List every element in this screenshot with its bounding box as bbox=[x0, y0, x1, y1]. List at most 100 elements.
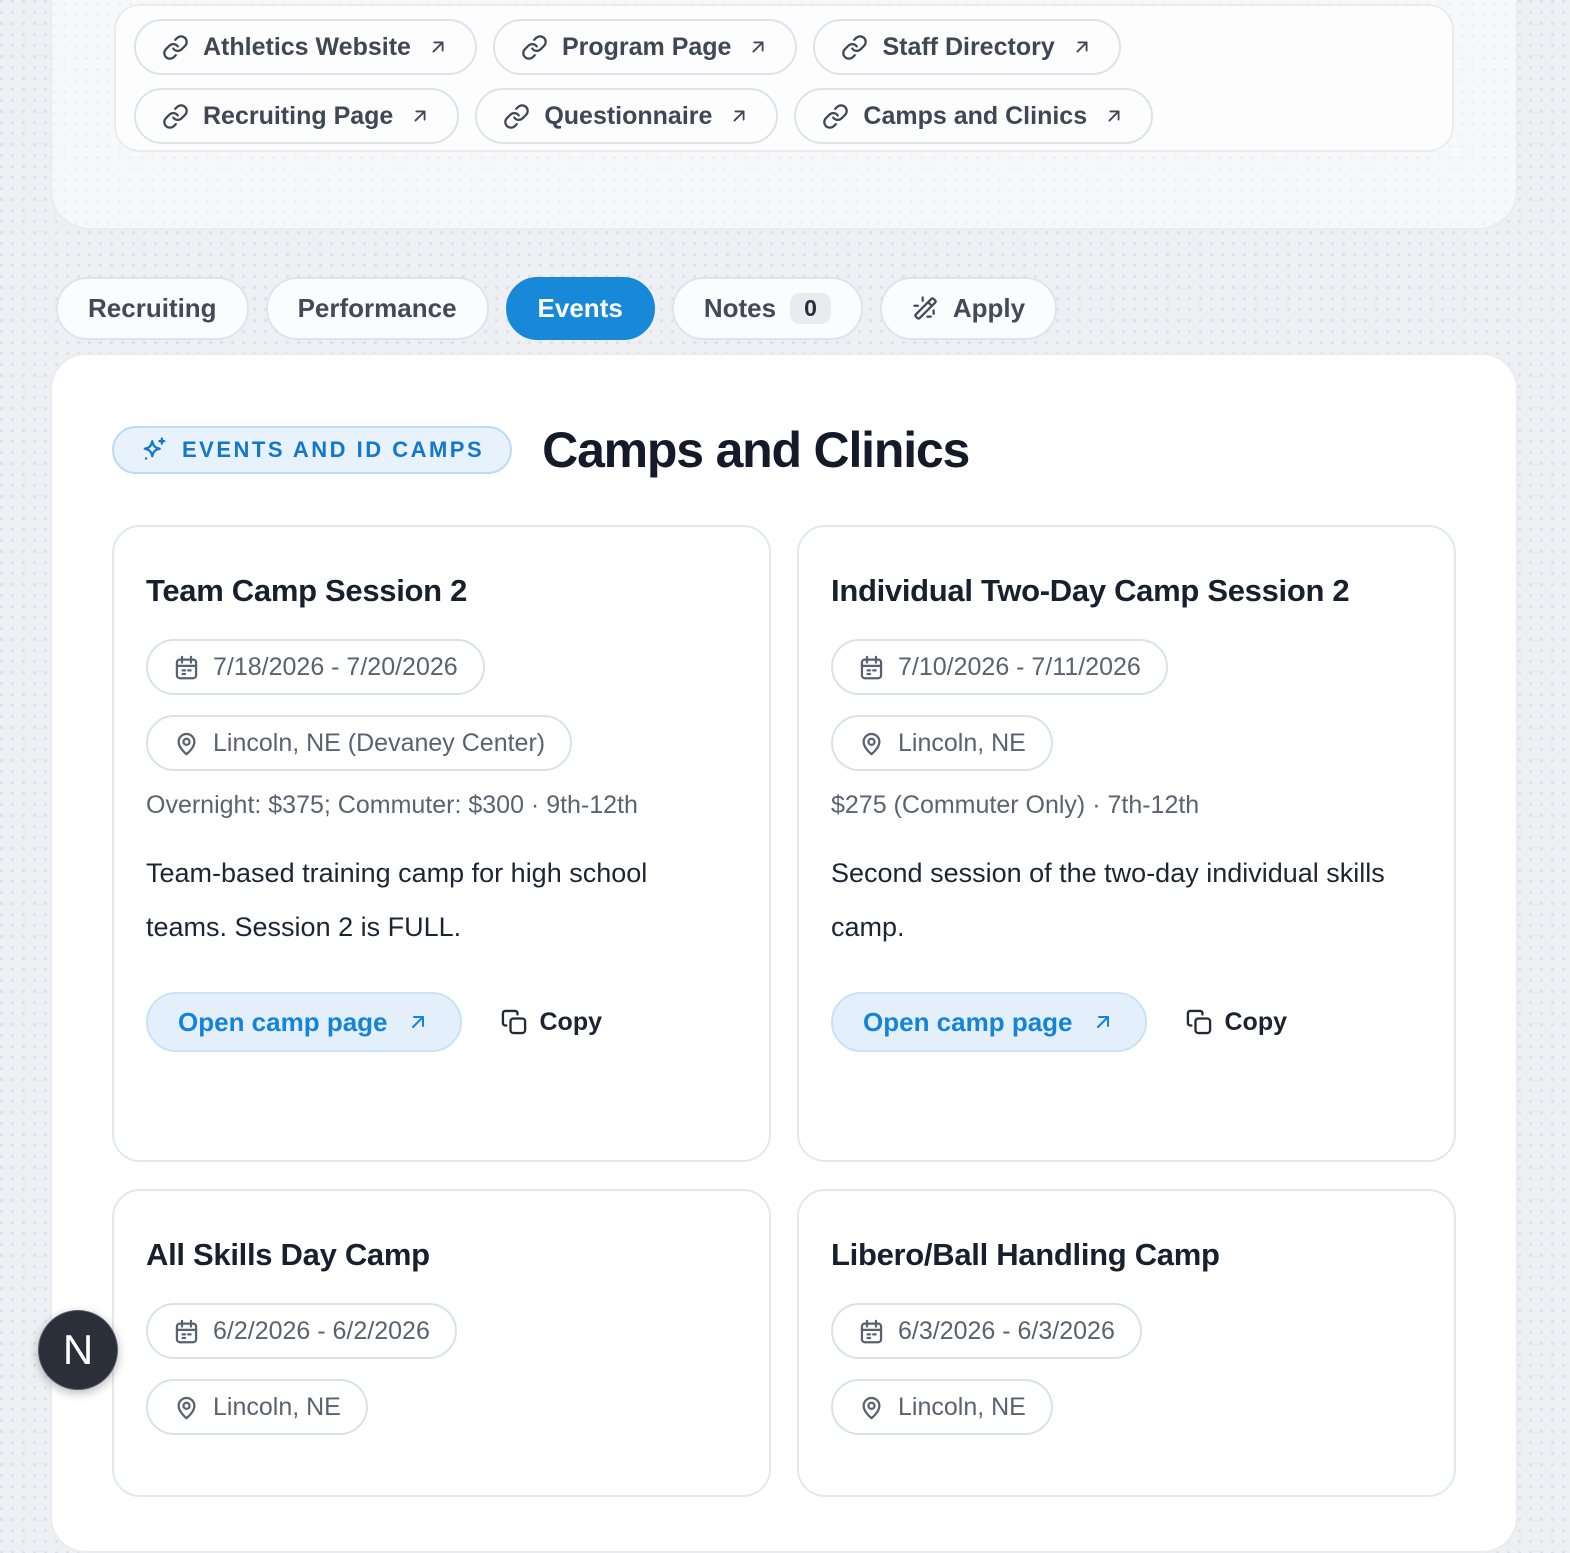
external-arrow-icon bbox=[409, 105, 431, 127]
camp-description: Team-based training camp for high school… bbox=[146, 858, 648, 943]
camp-location: Lincoln, NE bbox=[898, 1392, 1026, 1421]
copy-label: Copy bbox=[539, 1007, 603, 1036]
camp-location-row: Lincoln, NE bbox=[146, 1379, 737, 1436]
link-pill-camps-and-clinics[interactable]: Camps and Clinics bbox=[794, 88, 1154, 144]
camp-location: Lincoln, NE bbox=[213, 1392, 341, 1421]
camp-dates-row: 6/2/2026 - 6/2/2026 bbox=[146, 1303, 737, 1360]
camp-dates-row: 7/18/2026 - 7/20/2026 bbox=[146, 639, 737, 696]
calendar-icon bbox=[173, 1318, 200, 1345]
camp-location-pill: Lincoln, NE bbox=[146, 1379, 368, 1436]
tab-notes[interactable]: Notes 0 bbox=[671, 277, 863, 340]
camp-dates: 7/18/2026 - 7/20/2026 bbox=[213, 652, 458, 681]
camp-card-individual-two-day-camp-session-2: Individual Two-Day Camp Session 2 7/10/2… bbox=[797, 525, 1456, 1162]
quick-links-card: Athletics Website Program Page Staff Dir… bbox=[114, 4, 1454, 152]
camp-location-pill: Lincoln, NE (Devaney Center) bbox=[146, 715, 573, 772]
link-pill-athletics-website[interactable]: Athletics Website bbox=[134, 19, 477, 75]
camp-dates-pill: 6/2/2026 - 6/2/2026 bbox=[146, 1303, 457, 1360]
camp-location-row: Lincoln, NE bbox=[831, 1379, 1422, 1436]
calendar-icon bbox=[858, 1318, 885, 1345]
camps-grid: Team Camp Session 2 7/18/2026 - 7/20/202… bbox=[112, 525, 1456, 1498]
sparkles-icon bbox=[140, 436, 168, 464]
external-arrow-icon bbox=[1071, 36, 1093, 58]
camp-card-libero-ball-handling-camp: Libero/Ball Handling Camp 6/3/2026 - 6/3… bbox=[797, 1189, 1456, 1498]
map-pin-icon bbox=[858, 730, 885, 757]
copy-button[interactable]: Copy bbox=[500, 1007, 603, 1037]
map-pin-icon bbox=[173, 730, 200, 757]
link-pill-recruiting-page[interactable]: Recruiting Page bbox=[134, 88, 460, 144]
nextjs-dev-indicator[interactable]: N bbox=[38, 1310, 118, 1390]
camp-dates-pill: 6/3/2026 - 6/3/2026 bbox=[831, 1303, 1142, 1360]
copy-icon bbox=[500, 1008, 528, 1036]
link-label: Recruiting Page bbox=[203, 101, 394, 130]
external-arrow-icon bbox=[406, 1010, 430, 1034]
camp-dates: 7/10/2026 - 7/11/2026 bbox=[898, 652, 1141, 681]
camp-card-all-skills-day-camp: All Skills Day Camp 6/2/2026 - 6/2/2026 … bbox=[112, 1189, 771, 1498]
map-pin-icon bbox=[858, 1394, 885, 1421]
camp-actions: Open camp page Copy bbox=[831, 992, 1422, 1053]
events-panel-header: EVENTS AND ID CAMPS Camps and Clinics bbox=[112, 421, 1456, 479]
tab-label: Events bbox=[537, 293, 623, 323]
link-pill-staff-directory[interactable]: Staff Directory bbox=[813, 19, 1121, 75]
camp-location-row: Lincoln, NE (Devaney Center) bbox=[146, 715, 737, 772]
camp-dates: 6/3/2026 - 6/3/2026 bbox=[898, 1316, 1115, 1345]
external-arrow-icon bbox=[427, 36, 449, 58]
magic-wand-icon bbox=[912, 295, 939, 322]
camp-title: Individual Two-Day Camp Session 2 bbox=[831, 573, 1350, 608]
tab-label: Apply bbox=[952, 293, 1026, 323]
tab-performance[interactable]: Performance bbox=[265, 277, 489, 340]
events-panel: EVENTS AND ID CAMPS Camps and Clinics Te… bbox=[50, 353, 1518, 1553]
open-camp-page-button[interactable]: Open camp page bbox=[146, 992, 462, 1053]
tab-events[interactable]: Events bbox=[505, 277, 655, 340]
camp-dates-row: 7/10/2026 - 7/11/2026 bbox=[831, 639, 1422, 696]
camp-dates: 6/2/2026 - 6/2/2026 bbox=[213, 1316, 430, 1345]
tab-label: Recruiting bbox=[88, 293, 217, 323]
camp-location: Lincoln, NE bbox=[898, 728, 1026, 757]
open-camp-page-button[interactable]: Open camp page bbox=[831, 992, 1147, 1053]
camp-dates-pill: 7/10/2026 - 7/11/2026 bbox=[831, 639, 1168, 696]
camp-price-grades: $275 (Commuter Only) · 7th-12th bbox=[831, 791, 1200, 820]
link-label: Athletics Website bbox=[203, 32, 411, 61]
camp-location-pill: Lincoln, NE bbox=[831, 715, 1053, 772]
link-pill-program-page[interactable]: Program Page bbox=[492, 19, 798, 75]
profile-card: Athletics Website Program Page Staff Dir… bbox=[50, 0, 1518, 230]
link-label: Camps and Clinics bbox=[863, 101, 1088, 130]
link-icon bbox=[521, 34, 548, 61]
camp-description: Second session of the two-day individual… bbox=[831, 858, 1385, 943]
link-icon bbox=[503, 103, 530, 130]
copy-button[interactable]: Copy bbox=[1185, 1007, 1288, 1037]
camp-location: Lincoln, NE (Devaney Center) bbox=[213, 728, 546, 757]
map-pin-icon bbox=[173, 1394, 200, 1421]
camp-card-team-camp-session-2: Team Camp Session 2 7/18/2026 - 7/20/202… bbox=[112, 525, 771, 1162]
badge-label: EVENTS AND ID CAMPS bbox=[182, 437, 485, 462]
copy-label: Copy bbox=[1224, 1007, 1288, 1036]
camp-price-grades: Overnight: $375; Commuter: $300 · 9th-12… bbox=[146, 791, 638, 820]
camp-title: All Skills Day Camp bbox=[146, 1237, 430, 1272]
link-label: Staff Directory bbox=[882, 32, 1055, 61]
link-label: Questionnaire bbox=[544, 101, 713, 130]
tab-recruiting[interactable]: Recruiting bbox=[56, 277, 249, 340]
link-icon bbox=[162, 34, 189, 61]
tab-bar: Recruiting Performance Events Notes 0 Ap… bbox=[56, 277, 1058, 340]
external-arrow-icon bbox=[747, 36, 769, 58]
open-camp-page-label: Open camp page bbox=[863, 1006, 1073, 1037]
tab-apply[interactable]: Apply bbox=[879, 277, 1058, 340]
external-arrow-icon bbox=[728, 105, 750, 127]
camp-dates-pill: 7/18/2026 - 7/20/2026 bbox=[146, 639, 485, 696]
calendar-icon bbox=[858, 654, 885, 681]
notes-count-badge: 0 bbox=[790, 293, 831, 324]
dev-indicator-initial: N bbox=[62, 1326, 94, 1373]
external-arrow-icon bbox=[1091, 1010, 1115, 1034]
events-and-id-camps-badge: EVENTS AND ID CAMPS bbox=[112, 426, 513, 474]
external-arrow-icon bbox=[1103, 105, 1125, 127]
open-camp-page-label: Open camp page bbox=[178, 1006, 388, 1037]
camp-title: Libero/Ball Handling Camp bbox=[831, 1237, 1220, 1272]
link-pill-questionnaire[interactable]: Questionnaire bbox=[475, 88, 779, 144]
copy-icon bbox=[1185, 1008, 1213, 1036]
tab-label: Performance bbox=[297, 293, 457, 323]
camp-dates-row: 6/3/2026 - 6/3/2026 bbox=[831, 1303, 1422, 1360]
camp-location-row: Lincoln, NE bbox=[831, 715, 1422, 772]
camp-actions: Open camp page Copy bbox=[146, 992, 737, 1053]
calendar-icon bbox=[173, 654, 200, 681]
link-icon bbox=[822, 103, 849, 130]
link-icon bbox=[841, 34, 868, 61]
